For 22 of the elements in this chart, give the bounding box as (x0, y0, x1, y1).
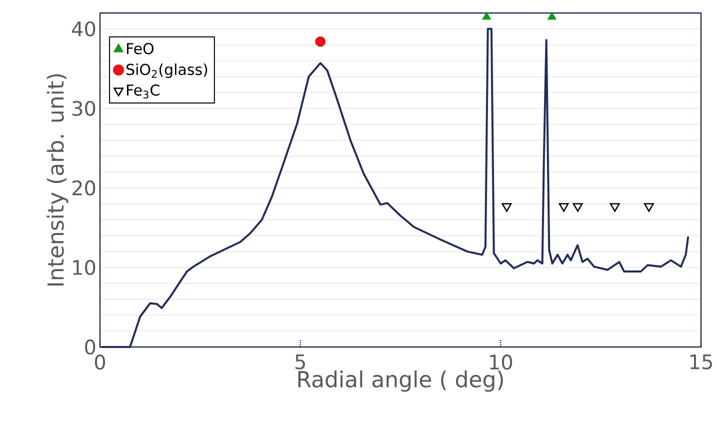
legend-label: FeO (126, 42, 154, 54)
legend-label: SiO$_{2}$(glass) (126, 64, 208, 78)
x-axis-title: Radial angle ( deg) (298, 370, 503, 392)
y-tick-label: 10 (73, 260, 96, 276)
x-tick-label: 5 (296, 354, 305, 370)
legend-label: Fe$_{3}$C (126, 84, 160, 99)
point (572, 203, 583, 212)
point (644, 203, 654, 212)
y-tick-label: 30 (72, 100, 96, 116)
x-tick-label: 15 (690, 354, 712, 370)
point (558, 203, 569, 212)
y-tick-label: 0 (85, 339, 96, 355)
point (547, 12, 556, 20)
y-tick-label: 20 (72, 180, 96, 196)
point (315, 36, 326, 47)
point (610, 203, 620, 212)
point (482, 12, 492, 20)
y-tick-label: 40 (72, 21, 96, 36)
point (502, 203, 512, 212)
x-tick-label: 10 (490, 354, 512, 370)
x-tick-label: 0 (94, 354, 106, 370)
y-axis-title: Intensity (arb. unit) (46, 74, 68, 286)
